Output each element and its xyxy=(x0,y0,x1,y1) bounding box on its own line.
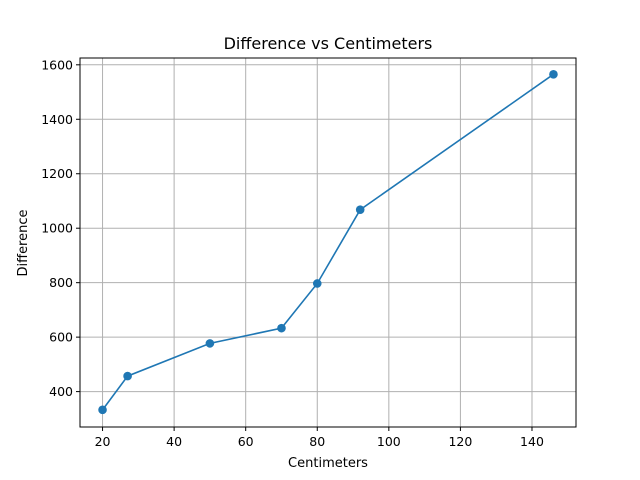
x-tick-label: 40 xyxy=(166,434,182,449)
y-axis-label: Difference xyxy=(16,209,31,276)
y-tick-label: 1000 xyxy=(41,221,73,236)
x-axis-ticks: 20 40 60 80 100 120 140 xyxy=(95,427,544,449)
x-tick-label: 140 xyxy=(520,434,544,449)
data-point xyxy=(277,323,286,333)
y-tick-label: 1400 xyxy=(41,112,73,127)
x-tick-label: 100 xyxy=(377,434,401,449)
x-tick-label: 20 xyxy=(95,434,111,449)
data-point xyxy=(312,279,322,288)
data-point xyxy=(549,70,558,79)
y-tick-label: 800 xyxy=(49,275,73,290)
y-tick-label: 400 xyxy=(49,384,73,399)
y-tick-label: 600 xyxy=(49,330,73,345)
x-tick-label: 60 xyxy=(238,434,254,449)
x-tick-label: 80 xyxy=(309,434,325,449)
plot-frame xyxy=(79,57,577,428)
grid xyxy=(80,58,576,427)
data-point xyxy=(355,205,365,214)
x-axis-label: Centimeters xyxy=(288,456,368,471)
chart-title: Difference vs Centimeters xyxy=(224,34,433,53)
y-tick-label: 1200 xyxy=(41,166,73,181)
y-tick-label: 1600 xyxy=(41,57,73,72)
x-tick-label: 120 xyxy=(448,434,472,449)
series-line xyxy=(101,73,554,411)
y-axis-ticks: 400 600 800 1000 1200 1400 1600 xyxy=(41,57,80,399)
series-layer xyxy=(98,70,558,415)
data-point xyxy=(98,405,107,415)
data-point xyxy=(123,371,132,381)
data-point xyxy=(205,339,215,348)
